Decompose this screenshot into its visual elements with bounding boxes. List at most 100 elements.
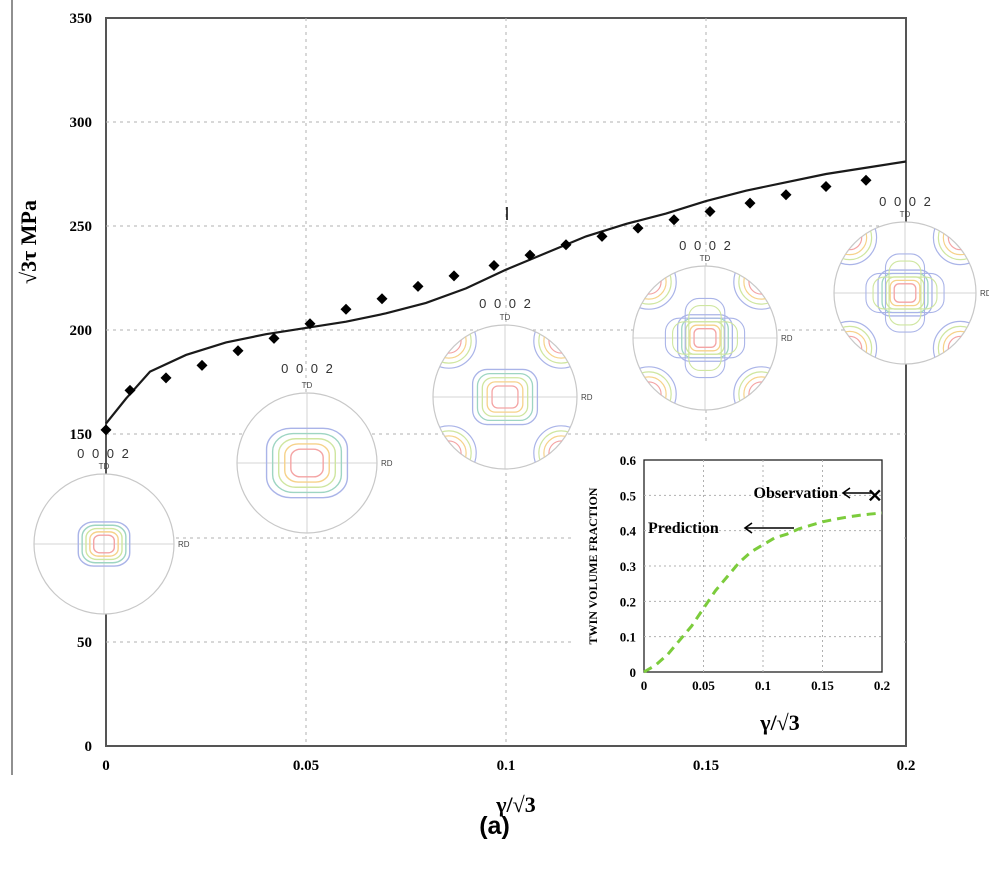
inset-y-axis-label: TWIN VOLUME FRACTION <box>586 487 600 644</box>
inset-prediction-curve <box>643 511 883 674</box>
texture-contour <box>942 222 976 256</box>
texture-contour <box>433 425 477 469</box>
data-point <box>820 180 832 192</box>
texture-contour <box>834 222 878 266</box>
y-tick-label: 250 <box>70 219 93 235</box>
texture-contour <box>543 435 577 469</box>
x-tick-label: 0.2 <box>897 758 916 774</box>
texture-contour <box>278 438 336 488</box>
texture-contour <box>471 368 539 426</box>
inset-y-tick-label: 0.3 <box>620 559 637 574</box>
texture-contour <box>937 222 976 261</box>
texture-contour <box>77 521 131 567</box>
texture-contour <box>693 328 717 348</box>
y-tick-label: 350 <box>70 11 93 27</box>
texture-contour <box>834 222 873 261</box>
texture-contour <box>865 272 945 314</box>
td-label: TD <box>900 210 911 219</box>
texture-contour <box>689 324 721 352</box>
texture-contour <box>893 283 917 303</box>
texture-contour <box>633 266 672 305</box>
texture-contour <box>538 325 577 364</box>
texture-contour <box>738 266 777 305</box>
data-point <box>196 359 208 371</box>
texture-contour <box>290 448 324 478</box>
texture-contour <box>684 297 726 379</box>
texture-contour <box>491 385 519 409</box>
observation-annotation: Observation <box>754 485 839 502</box>
data-point <box>268 332 280 344</box>
x-tick-label: 0.15 <box>693 758 719 774</box>
x-axis-label: γ/√3 <box>495 792 535 817</box>
texture-contour <box>533 325 577 369</box>
prediction-arrowhead <box>743 522 753 534</box>
data-point <box>100 424 112 436</box>
texture-contour <box>834 222 868 256</box>
observation-arrowhead <box>841 487 851 499</box>
data-point <box>448 270 460 282</box>
texture-contour <box>664 317 746 359</box>
inset-y-tick-label: 0.4 <box>620 524 637 539</box>
inset-chart: 0 0.05 0.1 0.15 0.2 0 0.1 0.2 0.3 0.4 0.5 0.6 γ/√3 TW… <box>574 445 904 745</box>
data-point <box>704 205 716 217</box>
data-point <box>780 189 792 201</box>
texture-contour <box>481 377 529 417</box>
inset-y-tick-label: 0.2 <box>620 594 636 609</box>
texture-contour <box>834 330 868 364</box>
data-point <box>232 345 244 357</box>
pole-figure-1: 0 0 0 2TD RD <box>33 446 190 615</box>
texture-contour <box>433 325 467 359</box>
texture-contour <box>942 330 976 364</box>
inset-y-tick-label: 0.5 <box>620 488 637 503</box>
texture-contour <box>676 314 734 362</box>
texture-contour <box>93 534 115 554</box>
rd-label: RD <box>581 393 593 402</box>
observation-marker <box>869 489 881 502</box>
texture-contour <box>476 372 534 422</box>
texture-contour <box>633 376 667 410</box>
texture-contour <box>486 381 524 413</box>
y-tick-label: 300 <box>70 115 93 131</box>
texture-contour <box>672 321 738 355</box>
y-axis-label: √3τ MPa <box>16 200 41 284</box>
data-point <box>376 293 388 305</box>
texture-contour <box>834 325 873 364</box>
figure-caption: (a) <box>479 812 510 840</box>
texture-contour <box>688 305 722 371</box>
data-point <box>304 318 316 330</box>
texture-contour <box>271 432 343 494</box>
data-point <box>340 303 352 315</box>
data-point <box>668 214 680 226</box>
texture-contour <box>284 443 330 483</box>
prediction-line <box>105 160 907 425</box>
texture-contour <box>872 276 938 310</box>
texture-contour <box>743 266 777 300</box>
data-point <box>524 249 536 261</box>
rd-label: RD <box>980 289 989 298</box>
texture-contour <box>834 320 878 364</box>
texture-contour <box>932 222 976 266</box>
inset-x-tick-label: 0.1 <box>755 678 771 693</box>
inset-x-tick-label: 0 <box>641 678 648 693</box>
x-tick-label: 0.1 <box>497 758 516 774</box>
td-label: TD <box>302 381 313 390</box>
y-tick-label: 200 <box>70 323 93 339</box>
inset-y-tick-label: 0.1 <box>620 630 636 645</box>
data-point <box>632 222 644 234</box>
pole-figure-3: 0 0 0 2 TD RD <box>432 296 593 470</box>
data-point <box>596 230 608 242</box>
data-point <box>124 384 136 396</box>
texture-contour <box>633 266 677 310</box>
inset-x-tick-label: 0.15 <box>811 678 834 693</box>
texture-contour <box>947 335 974 362</box>
texture-contour <box>538 430 577 469</box>
texture-contour <box>947 224 974 251</box>
texture-contour <box>937 325 976 364</box>
inset-x-tick-label: 0.05 <box>692 678 715 693</box>
pole-figure-title: 0 0 0 2 <box>879 194 933 209</box>
texture-contour <box>265 427 349 499</box>
texture-contour <box>633 366 677 410</box>
texture-contour <box>633 266 667 300</box>
x-tick-label: 0 <box>102 758 110 774</box>
